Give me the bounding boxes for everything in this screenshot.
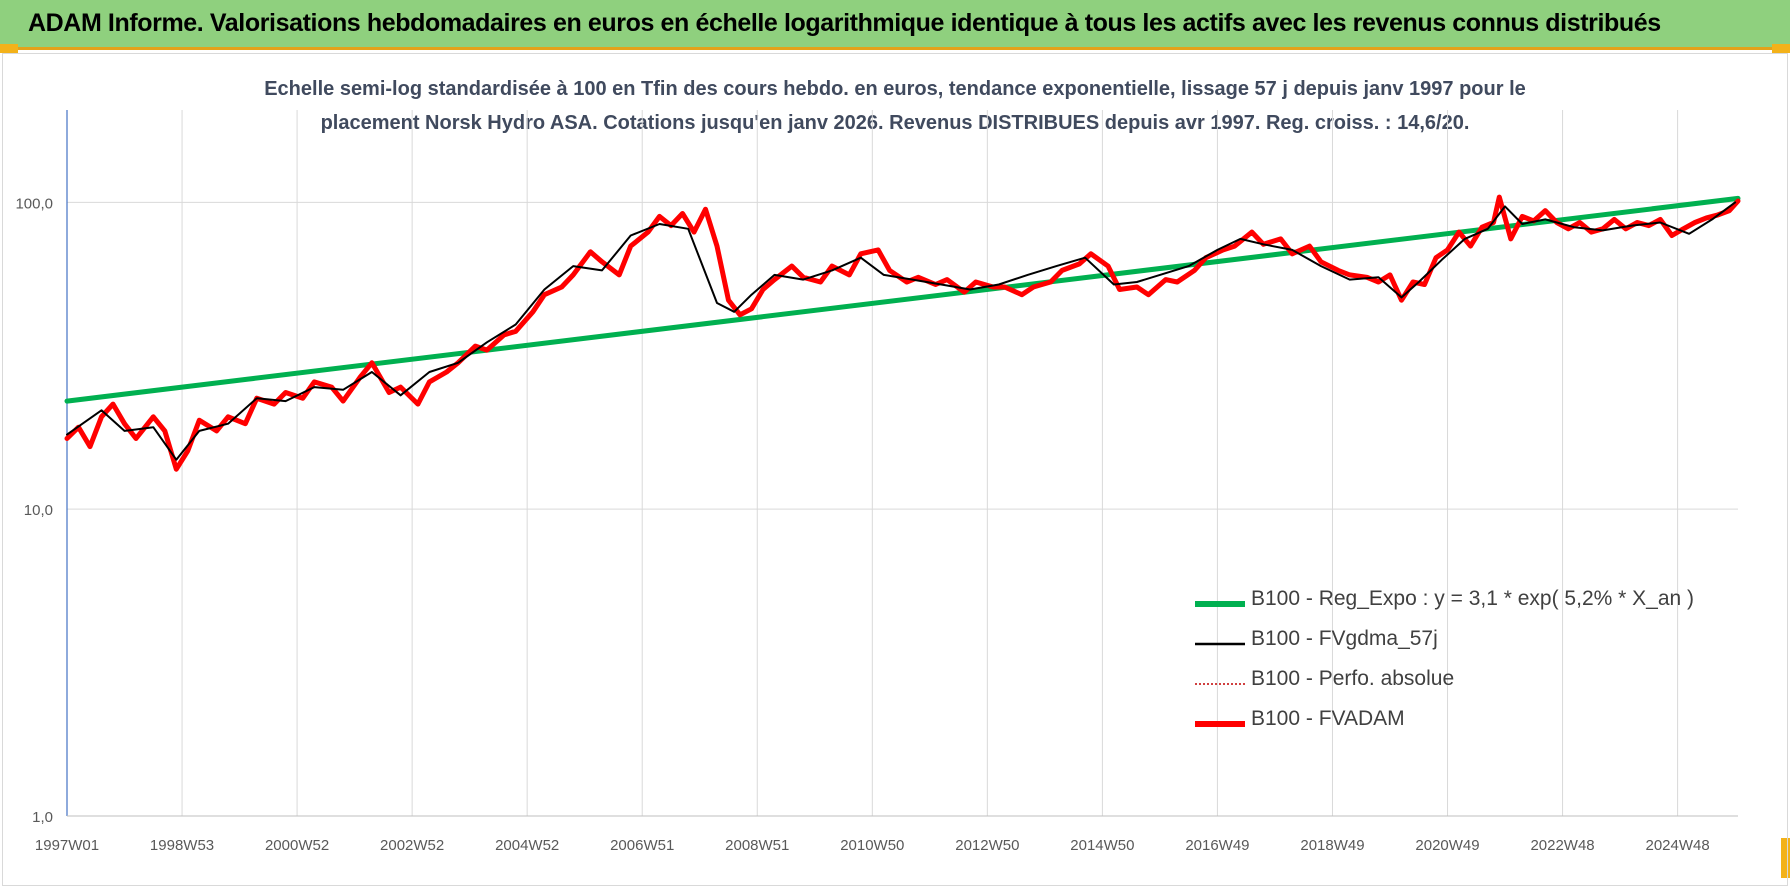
legend-swatch-perfo-absolue [1195, 683, 1245, 685]
chart-title: Echelle semi-log standardisée à 100 en T… [150, 72, 1640, 140]
x-tick-label: 2012W50 [955, 837, 1019, 854]
report-title: ADAM Informe. Valorisations hebdomadaire… [28, 9, 1661, 37]
x-tick-label: 2020W49 [1415, 837, 1479, 854]
x-tick-label: 2002W52 [380, 837, 444, 854]
legend-label-fvadam: B100 - FVADAM [1251, 707, 1405, 730]
x-tick-label: 2018W49 [1300, 837, 1364, 854]
chart-title-line-2: placement Norsk Hydro ASA. Cotations jus… [320, 112, 1470, 134]
x-tick-label: 2022W48 [1530, 837, 1594, 854]
legend-label-perfo-absolue: B100 - Perfo. absolue [1251, 667, 1455, 690]
x-tick-label: 2016W49 [1185, 837, 1249, 854]
x-tick-label: 2014W50 [1070, 837, 1134, 854]
corner-mark-right [1772, 44, 1790, 53]
series-fvadam-line [64, 194, 1741, 472]
series-fvgdma-line [66, 201, 1737, 461]
x-tick-label: 2010W50 [840, 837, 904, 854]
legend-label-fvgdma: B100 - FVgdma_57j [1251, 627, 1438, 650]
legend-swatch-reg-expo [1195, 601, 1245, 607]
y-tick-label: 100,0 [15, 195, 53, 212]
x-tick-label: 2000W52 [265, 837, 329, 854]
x-tick-label: 2008W51 [725, 837, 789, 854]
chart-title-line-1: Echelle semi-log standardisée à 100 en T… [264, 78, 1526, 100]
x-tick-label: 2006W51 [610, 837, 674, 854]
legend-swatch-fvadam [1195, 721, 1245, 727]
report-title-banner: ADAM Informe. Valorisations hebdomadaire… [0, 0, 1790, 50]
y-tick-label: 10,0 [24, 502, 53, 519]
chart-area [2, 53, 1788, 886]
x-tick-label: 2024W48 [1645, 837, 1709, 854]
x-tick-label: 1998W53 [150, 837, 214, 854]
corner-mark-bottom-right [1781, 838, 1790, 878]
x-tick-label: 2004W52 [495, 837, 559, 854]
legend-label-reg-expo: B100 - Reg_Expo : y = 3,1 * exp( 5,2% * … [1251, 587, 1695, 610]
corner-mark-left [0, 44, 18, 53]
x-tick-label: 1997W01 [35, 837, 99, 854]
legend-swatch-fvgdma [1195, 642, 1245, 646]
y-tick-label: 1,0 [32, 809, 53, 826]
